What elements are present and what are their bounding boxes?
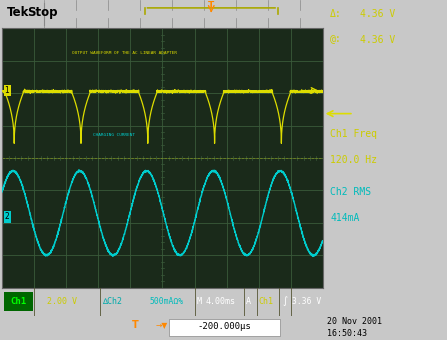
Bar — [4, 292, 33, 311]
Text: 1: 1 — [4, 86, 9, 95]
Text: 2: 2 — [4, 212, 9, 221]
Text: Δ:: Δ: — [330, 8, 342, 19]
Text: T: T — [132, 320, 139, 330]
Text: ∆Ch2: ∆Ch2 — [101, 296, 122, 306]
Text: OUTPUT WAVEFORM OF THE AC LINEAR ADAPTER: OUTPUT WAVEFORM OF THE AC LINEAR ADAPTER — [72, 51, 177, 54]
Bar — [169, 319, 280, 336]
Text: M: M — [196, 296, 201, 306]
Text: CHARGING CURRENT: CHARGING CURRENT — [93, 133, 135, 137]
Text: Stop: Stop — [27, 6, 57, 19]
Text: 20 Nov 2001: 20 Nov 2001 — [327, 317, 382, 326]
Text: -200.000μs: -200.000μs — [198, 322, 252, 331]
Text: Tek: Tek — [7, 6, 29, 19]
Text: 120.0 Hz: 120.0 Hz — [330, 155, 377, 165]
Text: ∫: ∫ — [283, 296, 288, 306]
Text: 4.00ms: 4.00ms — [206, 296, 236, 306]
Text: @:: @: — [330, 35, 342, 45]
Text: 4.36 V: 4.36 V — [360, 35, 395, 45]
Text: →▼: →▼ — [156, 321, 168, 330]
Text: Ch1 Freq: Ch1 Freq — [330, 130, 377, 139]
Text: 414mA: 414mA — [330, 213, 359, 223]
Text: Ch1: Ch1 — [10, 296, 26, 306]
Text: T: T — [208, 1, 215, 11]
Text: 16:50:43: 16:50:43 — [327, 329, 367, 338]
Text: Ch2 RMS: Ch2 RMS — [330, 187, 371, 197]
Text: 3.36 V: 3.36 V — [292, 296, 321, 306]
Text: 500mAΩ%: 500mAΩ% — [150, 296, 184, 306]
Text: A: A — [246, 296, 251, 306]
Text: 4.36 V: 4.36 V — [360, 8, 395, 19]
Text: 2.00 V: 2.00 V — [47, 296, 77, 306]
Text: Ch1: Ch1 — [259, 296, 274, 306]
